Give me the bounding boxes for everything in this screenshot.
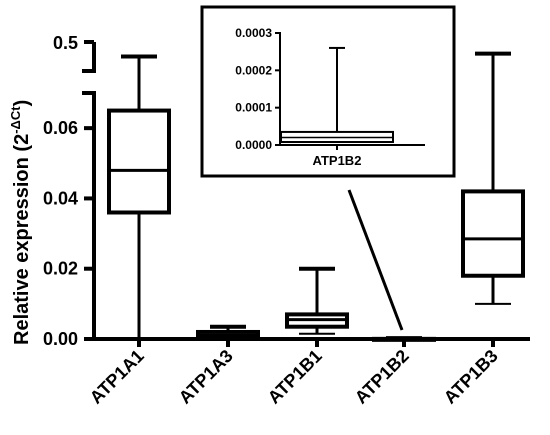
- y-axis-label-main: Relative expression (2: [11, 134, 33, 345]
- y-axis-label-close: ): [11, 100, 33, 107]
- box-iqr: [461, 189, 525, 278]
- x-tick-label: ATP1B1: [264, 346, 326, 408]
- box-atp1a1: ATP1A1: [86, 54, 171, 408]
- main-axes: 0.00 0.02 0.04 0.06 0.5: [43, 33, 530, 349]
- inset-y-tick-label: 0.0003: [235, 26, 272, 40]
- inset-y-tick-label: 0.0000: [235, 138, 272, 152]
- y-tick-label: 0.04: [43, 188, 78, 208]
- inset-y-tick-label: 0.0001: [235, 101, 272, 115]
- inset-connector-line: [347, 189, 404, 331]
- y-tick-label: 0.5: [53, 33, 78, 53]
- x-tick-label: ATP1B2: [351, 346, 413, 408]
- x-tick-label: ATP1B3: [440, 346, 502, 408]
- inset-x-tick-label: ATP1B2: [313, 153, 362, 168]
- y-tick-label: 0.02: [43, 259, 78, 279]
- y-axis-label-superscript: -ΔCt: [8, 106, 23, 134]
- box-atp1b2: ATP1B2: [351, 336, 436, 408]
- x-tick-label: ATP1A3: [175, 346, 237, 408]
- y-tick-label: 0.00: [43, 329, 78, 349]
- inset-chart: 0.0000 0.0001 0.0002 0.0003 ATP1B2: [200, 5, 456, 331]
- inset-frame: [200, 5, 456, 178]
- y-axis-label: Relative expression (2-ΔCt): [8, 100, 33, 345]
- y-tick-label: 0.06: [43, 118, 78, 138]
- x-tick-label: ATP1A1: [86, 346, 148, 408]
- inset-y-tick-label: 0.0002: [235, 63, 272, 77]
- box-iqr: [107, 108, 171, 215]
